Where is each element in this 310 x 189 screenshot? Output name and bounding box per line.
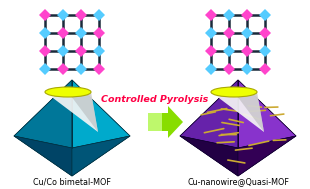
Polygon shape [205, 63, 217, 75]
Polygon shape [238, 136, 296, 176]
Polygon shape [75, 27, 87, 39]
Polygon shape [75, 63, 87, 75]
Polygon shape [205, 27, 217, 39]
Polygon shape [14, 80, 72, 148]
Ellipse shape [45, 87, 91, 97]
Polygon shape [205, 9, 217, 21]
Polygon shape [241, 9, 253, 21]
Polygon shape [205, 45, 217, 57]
Polygon shape [180, 113, 238, 176]
Polygon shape [45, 92, 98, 132]
Polygon shape [241, 45, 253, 57]
Polygon shape [223, 27, 235, 39]
Polygon shape [39, 63, 51, 75]
Polygon shape [259, 63, 271, 75]
Text: Cu-nanowire@Quasi-MOF: Cu-nanowire@Quasi-MOF [187, 177, 289, 187]
Polygon shape [180, 80, 238, 136]
Text: Cu/Co bimetal-MOF: Cu/Co bimetal-MOF [33, 177, 111, 187]
Polygon shape [234, 92, 264, 132]
Polygon shape [180, 80, 238, 148]
Polygon shape [180, 136, 238, 176]
Polygon shape [72, 80, 130, 148]
Polygon shape [57, 27, 69, 39]
Polygon shape [93, 27, 105, 39]
Polygon shape [238, 113, 296, 176]
Polygon shape [57, 45, 69, 57]
Polygon shape [238, 80, 296, 136]
Polygon shape [223, 45, 235, 57]
Polygon shape [57, 63, 69, 75]
Polygon shape [259, 27, 271, 39]
Polygon shape [75, 45, 87, 57]
Polygon shape [14, 136, 72, 176]
Polygon shape [93, 63, 105, 75]
Polygon shape [259, 45, 271, 57]
Polygon shape [39, 45, 51, 57]
Polygon shape [72, 113, 130, 176]
Polygon shape [241, 27, 253, 39]
Polygon shape [57, 9, 69, 21]
Text: Controlled Pyrolysis: Controlled Pyrolysis [101, 95, 209, 105]
Polygon shape [93, 9, 105, 21]
Polygon shape [75, 9, 87, 21]
Polygon shape [148, 106, 183, 138]
Polygon shape [14, 113, 72, 176]
Polygon shape [39, 27, 51, 39]
Polygon shape [72, 80, 130, 136]
Polygon shape [223, 9, 235, 21]
Polygon shape [241, 63, 253, 75]
Polygon shape [148, 113, 162, 131]
Polygon shape [211, 92, 264, 132]
Polygon shape [68, 92, 98, 132]
Polygon shape [259, 9, 271, 21]
Polygon shape [223, 63, 235, 75]
Polygon shape [14, 80, 72, 136]
Polygon shape [238, 80, 296, 148]
Polygon shape [72, 136, 130, 176]
Polygon shape [39, 9, 51, 21]
Ellipse shape [211, 87, 257, 97]
Polygon shape [93, 45, 105, 57]
